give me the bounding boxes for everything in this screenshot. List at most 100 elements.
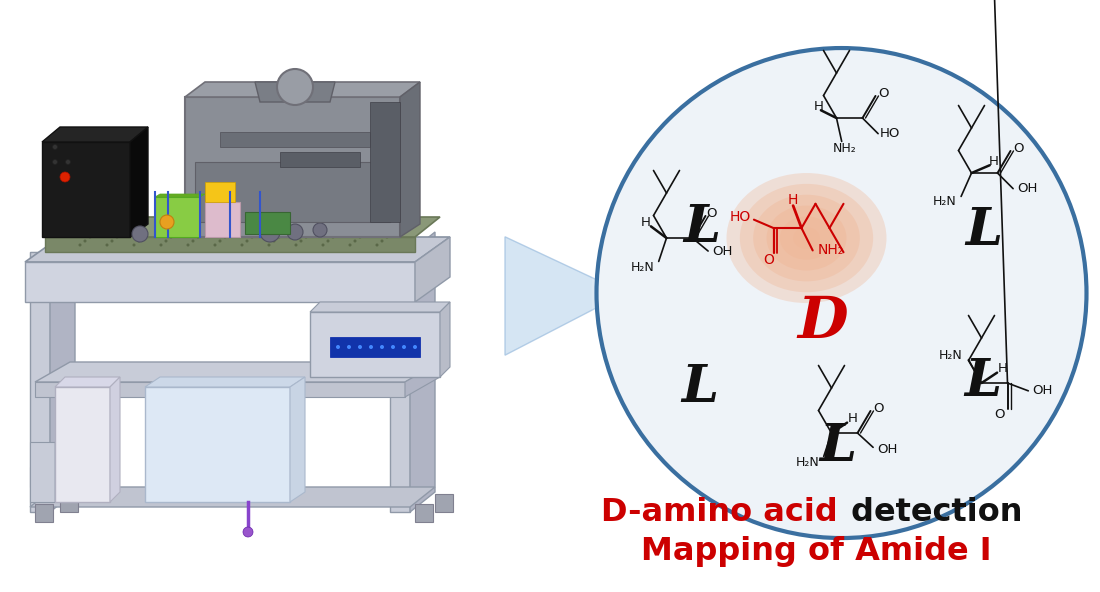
Text: OH: OH (712, 244, 733, 258)
Text: O: O (706, 207, 717, 220)
Polygon shape (405, 362, 440, 397)
Polygon shape (145, 377, 305, 387)
Text: NH₂: NH₂ (833, 142, 857, 155)
Text: H: H (813, 100, 823, 113)
Polygon shape (185, 82, 420, 97)
Polygon shape (415, 237, 450, 302)
Circle shape (723, 174, 960, 412)
Circle shape (116, 236, 119, 239)
Circle shape (187, 243, 189, 246)
Text: HO: HO (729, 210, 750, 224)
Circle shape (331, 236, 334, 239)
Circle shape (53, 159, 57, 165)
Circle shape (385, 236, 388, 239)
Circle shape (78, 243, 81, 246)
Polygon shape (370, 102, 400, 222)
Circle shape (771, 223, 912, 363)
Circle shape (412, 345, 417, 349)
Text: Mapping of Amide I: Mapping of Amide I (641, 536, 991, 567)
Text: D: D (798, 294, 848, 351)
Text: H: H (998, 362, 1008, 375)
Text: HO: HO (880, 127, 900, 140)
Circle shape (60, 172, 70, 182)
Circle shape (381, 240, 384, 243)
Polygon shape (30, 252, 50, 512)
Text: H: H (847, 412, 857, 425)
Polygon shape (434, 494, 453, 512)
Polygon shape (50, 232, 75, 512)
Text: H₂N: H₂N (938, 349, 962, 362)
Circle shape (747, 198, 936, 388)
Polygon shape (25, 262, 415, 302)
Circle shape (138, 240, 141, 243)
Circle shape (353, 240, 356, 243)
Circle shape (596, 48, 1087, 538)
Polygon shape (220, 132, 370, 147)
Polygon shape (415, 504, 433, 522)
Polygon shape (155, 197, 200, 237)
Polygon shape (35, 504, 53, 522)
Polygon shape (310, 312, 440, 377)
Circle shape (219, 240, 221, 243)
Circle shape (368, 345, 373, 349)
Polygon shape (440, 302, 450, 377)
Polygon shape (330, 337, 420, 357)
Text: O: O (763, 253, 774, 267)
Circle shape (681, 133, 1002, 453)
Circle shape (666, 117, 1018, 469)
Polygon shape (30, 252, 50, 292)
Circle shape (795, 247, 888, 339)
Circle shape (346, 345, 351, 349)
Text: OH: OH (1016, 182, 1037, 195)
Circle shape (359, 236, 362, 239)
Circle shape (379, 345, 384, 349)
Text: O: O (1013, 143, 1024, 156)
Circle shape (625, 76, 1058, 510)
Polygon shape (145, 387, 290, 502)
Circle shape (314, 223, 327, 237)
Polygon shape (30, 487, 434, 507)
Circle shape (321, 243, 324, 246)
Text: L: L (965, 205, 1002, 256)
Circle shape (640, 92, 1043, 494)
Circle shape (649, 100, 1034, 486)
Polygon shape (290, 377, 305, 502)
Text: O: O (878, 88, 889, 101)
Ellipse shape (726, 173, 887, 303)
Circle shape (245, 240, 249, 243)
Circle shape (788, 239, 895, 347)
Circle shape (273, 240, 275, 243)
Polygon shape (245, 212, 290, 234)
Text: detection: detection (840, 497, 1023, 527)
Circle shape (66, 159, 70, 165)
Circle shape (84, 240, 87, 243)
Text: L: L (681, 362, 718, 413)
Text: D-amino acid: D-amino acid (602, 497, 838, 527)
Circle shape (213, 243, 217, 246)
Polygon shape (310, 302, 450, 312)
Circle shape (241, 243, 243, 246)
Circle shape (267, 243, 271, 246)
Circle shape (780, 231, 903, 355)
Circle shape (143, 236, 145, 239)
Circle shape (821, 272, 862, 314)
Circle shape (697, 149, 986, 437)
Circle shape (755, 207, 928, 379)
Polygon shape (110, 377, 120, 502)
Circle shape (169, 236, 173, 239)
Polygon shape (155, 194, 205, 197)
Circle shape (600, 52, 1084, 535)
Circle shape (375, 243, 378, 246)
Polygon shape (205, 182, 235, 202)
Text: H: H (641, 216, 650, 229)
Circle shape (287, 224, 303, 240)
Circle shape (223, 236, 227, 239)
Circle shape (690, 141, 993, 445)
Circle shape (730, 182, 953, 404)
Polygon shape (60, 494, 78, 512)
Text: NH₂: NH₂ (817, 243, 844, 258)
Polygon shape (42, 142, 130, 237)
Polygon shape (185, 97, 400, 237)
Circle shape (763, 215, 920, 371)
Circle shape (608, 59, 1075, 527)
